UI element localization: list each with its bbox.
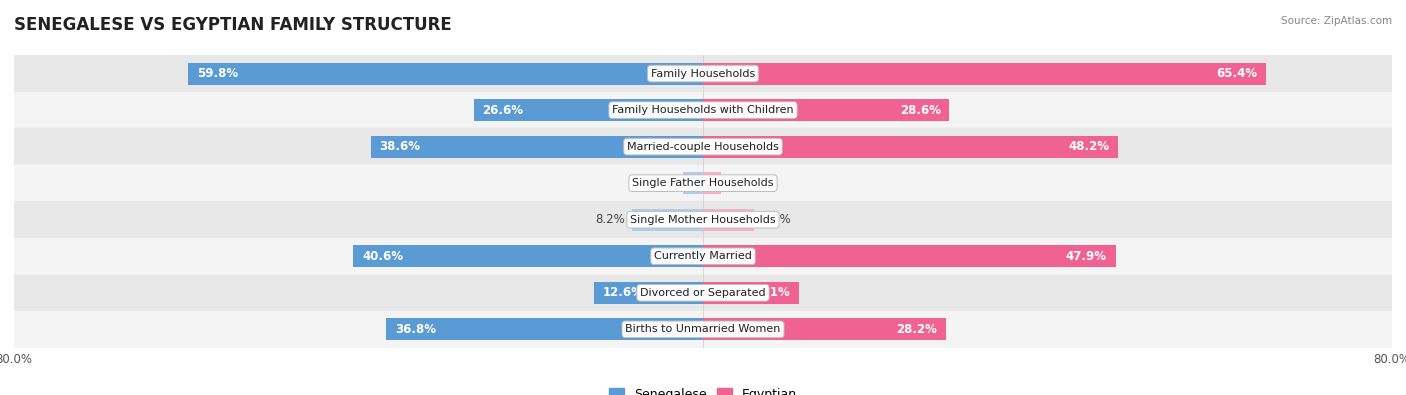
Bar <box>14 165 1392 201</box>
Text: 26.6%: 26.6% <box>482 103 523 117</box>
Text: 5.9%: 5.9% <box>761 213 790 226</box>
Text: Family Households with Children: Family Households with Children <box>612 105 794 115</box>
Bar <box>703 209 754 231</box>
Text: 2.1%: 2.1% <box>728 177 758 190</box>
Text: Single Mother Households: Single Mother Households <box>630 215 776 225</box>
Bar <box>14 238 1392 275</box>
Bar <box>703 62 1267 85</box>
Bar <box>595 282 703 304</box>
Text: Divorced or Separated: Divorced or Separated <box>640 288 766 298</box>
Bar <box>188 62 703 85</box>
Bar <box>353 245 703 267</box>
Text: 40.6%: 40.6% <box>361 250 404 263</box>
Bar <box>703 282 799 304</box>
Text: Currently Married: Currently Married <box>654 251 752 261</box>
Bar <box>14 311 1392 348</box>
Bar <box>14 128 1392 165</box>
Text: 11.1%: 11.1% <box>749 286 790 299</box>
Bar <box>371 135 703 158</box>
Bar <box>703 245 1115 267</box>
Text: Married-couple Households: Married-couple Households <box>627 142 779 152</box>
Text: 47.9%: 47.9% <box>1066 250 1107 263</box>
Bar <box>14 275 1392 311</box>
Text: 65.4%: 65.4% <box>1216 67 1257 80</box>
Text: 12.6%: 12.6% <box>603 286 644 299</box>
Bar <box>14 55 1392 92</box>
Text: Single Father Households: Single Father Households <box>633 178 773 188</box>
Text: 28.2%: 28.2% <box>897 323 938 336</box>
Bar <box>14 92 1392 128</box>
Text: 28.6%: 28.6% <box>900 103 941 117</box>
Text: 48.2%: 48.2% <box>1069 140 1109 153</box>
Bar <box>703 318 946 340</box>
Text: 8.2%: 8.2% <box>596 213 626 226</box>
Legend: Senegalese, Egyptian: Senegalese, Egyptian <box>605 383 801 395</box>
Bar <box>474 99 703 121</box>
Text: Source: ZipAtlas.com: Source: ZipAtlas.com <box>1281 16 1392 26</box>
Text: 36.8%: 36.8% <box>395 323 436 336</box>
Text: 59.8%: 59.8% <box>197 67 238 80</box>
Bar <box>703 99 949 121</box>
Bar <box>633 209 703 231</box>
Bar <box>387 318 703 340</box>
Text: 2.3%: 2.3% <box>647 177 676 190</box>
Bar <box>703 135 1118 158</box>
Text: 38.6%: 38.6% <box>380 140 420 153</box>
Bar <box>703 172 721 194</box>
Text: Family Households: Family Households <box>651 69 755 79</box>
Bar <box>683 172 703 194</box>
Text: SENEGALESE VS EGYPTIAN FAMILY STRUCTURE: SENEGALESE VS EGYPTIAN FAMILY STRUCTURE <box>14 16 451 34</box>
Text: Births to Unmarried Women: Births to Unmarried Women <box>626 324 780 334</box>
Bar <box>14 201 1392 238</box>
